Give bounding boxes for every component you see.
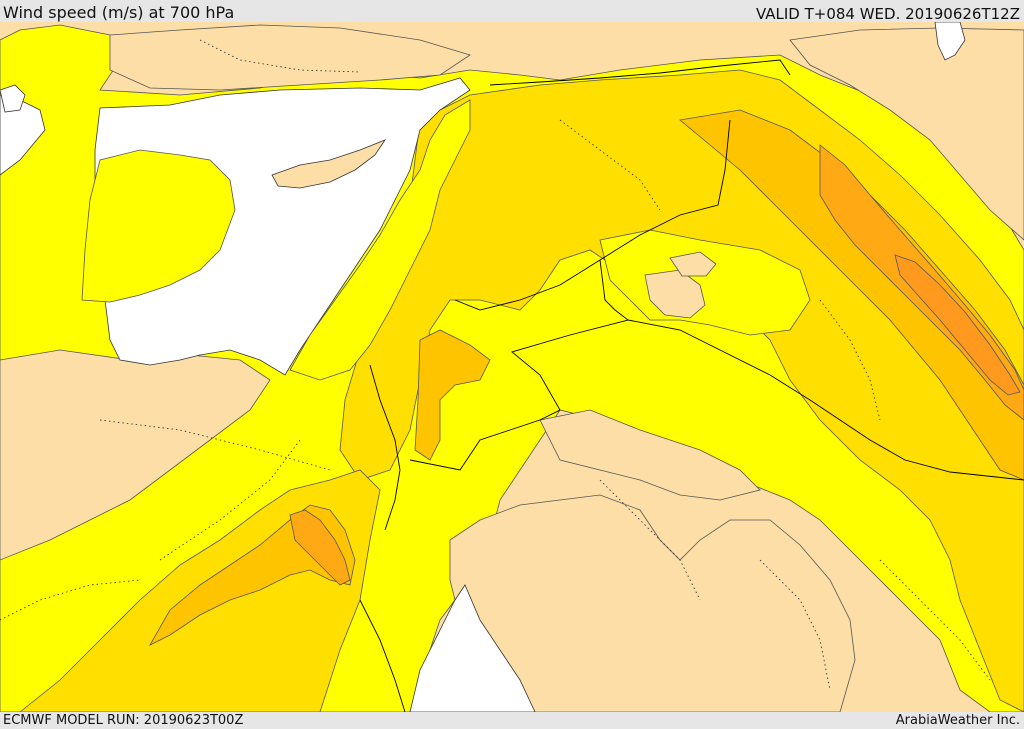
header-bar: Wind speed (m/s) at 700 hPa VALID T+084 … bbox=[0, 0, 1024, 23]
caspian-fragment bbox=[934, 22, 966, 61]
valid-time: VALID T+084 WED. 20190626T12Z bbox=[755, 5, 1020, 23]
wind-gap-low-2 bbox=[669, 251, 717, 277]
wind-band-yellow-sea-east bbox=[289, 99, 471, 381]
wind-band-yellow-sea bbox=[81, 149, 236, 303]
wind-band-max-east bbox=[894, 254, 1021, 396]
wind-band-low-north bbox=[109, 24, 471, 91]
credit-label: ArabiaWeather Inc. bbox=[895, 713, 1020, 728]
wind-band-orange-center bbox=[414, 329, 491, 461]
map-title: Wind speed (m/s) at 700 hPa bbox=[3, 3, 235, 22]
red-sea bbox=[409, 584, 536, 712]
footer-bar: ECMWF MODEL RUN: 20190623T00Z ArabiaWeat… bbox=[0, 712, 1024, 729]
aegean-islands bbox=[0, 84, 26, 113]
country-borders bbox=[359, 59, 1024, 712]
wind-gap-yellow-1 bbox=[599, 229, 811, 336]
wind-band-deep-orange-sw bbox=[289, 509, 351, 586]
wind-band-low-east bbox=[539, 409, 761, 501]
cyprus-island bbox=[271, 139, 387, 189]
province-boundaries bbox=[0, 39, 991, 691]
wind-speed-map bbox=[0, 22, 1024, 712]
wind-band-low-northeast bbox=[789, 27, 1024, 241]
model-run-label: ECMWF MODEL RUN: 20190623T00Z bbox=[3, 713, 244, 728]
